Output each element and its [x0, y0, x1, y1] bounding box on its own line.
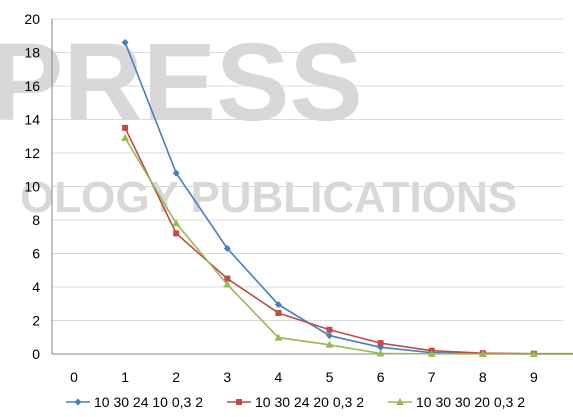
data-point: [274, 333, 283, 341]
series-lines: [121, 38, 573, 358]
legend-marker: [396, 398, 404, 405]
y-tick-label: 12: [24, 145, 40, 161]
data-point: [173, 230, 180, 237]
legend-label: 10 30 30 20 0,3 2: [416, 394, 525, 410]
y-tick-label: 6: [32, 246, 40, 262]
legend-item: 10 30 24 10 0,3 2: [66, 394, 203, 410]
data-point: [121, 38, 129, 46]
y-tick-label: 2: [32, 313, 40, 329]
data-point: [172, 169, 180, 177]
data-point: [224, 275, 231, 282]
x-tick-label: 2: [172, 369, 180, 385]
series-line: [124, 137, 573, 355]
data-point: [326, 332, 333, 340]
x-tick-label: 5: [326, 369, 334, 385]
legend-marker: [74, 398, 82, 406]
data-point: [377, 340, 384, 347]
y-tick-label: 16: [24, 78, 40, 94]
legend-label: 10 30 24 10 0,3 2: [94, 394, 203, 410]
data-point: [121, 133, 130, 141]
data-point: [172, 219, 181, 227]
data-point: [529, 350, 538, 357]
legend-item: 10 30 24 20 0,3 2: [227, 394, 364, 410]
series-line: [124, 127, 573, 355]
x-tick-label: 7: [428, 369, 436, 385]
x-tick-label: 9: [530, 369, 538, 385]
y-tick-label: 0: [32, 346, 40, 362]
legend-item: 10 30 30 20 0,3 2: [388, 394, 525, 410]
legend: 10 30 24 10 0,3 2 10 30 24 20 0,3 2 10 30 …: [66, 394, 525, 410]
y-axis-tick-labels: 0 2 4 6 8 10 12 14 16 18 20: [24, 11, 40, 362]
data-point: [427, 349, 436, 357]
legend-label: 10 30 24 20 0,3 2: [255, 394, 364, 410]
data-point: [275, 309, 282, 316]
x-tick-label: 3: [223, 369, 231, 385]
watermark-line-1: PRESS: [0, 21, 363, 144]
x-tick-label: 1: [121, 369, 129, 385]
y-tick-label: 18: [24, 45, 40, 61]
data-point: [122, 124, 129, 131]
y-tick-label: 14: [24, 112, 40, 128]
data-point: [326, 326, 333, 333]
y-tick-label: 20: [24, 11, 40, 27]
x-tick-label: 8: [479, 369, 487, 385]
data-point: [376, 349, 385, 357]
x-tick-label: 6: [377, 369, 385, 385]
data-point: [274, 301, 282, 309]
watermark-line-2: OLOGY PUBLICATIONS: [20, 173, 517, 222]
watermark: PRESS OLOGY PUBLICATIONS: [0, 21, 517, 222]
data-point: [223, 280, 232, 288]
data-point: [223, 244, 231, 252]
data-point: [478, 350, 487, 357]
data-point: [325, 340, 334, 348]
y-tick-label: 8: [32, 212, 40, 228]
y-tick-label: 4: [32, 279, 40, 295]
series: [121, 133, 573, 357]
y-tick-label: 10: [24, 179, 40, 195]
x-tick-label: 0: [70, 369, 78, 385]
x-tick-label: 4: [275, 369, 283, 385]
legend-marker: [236, 399, 242, 405]
